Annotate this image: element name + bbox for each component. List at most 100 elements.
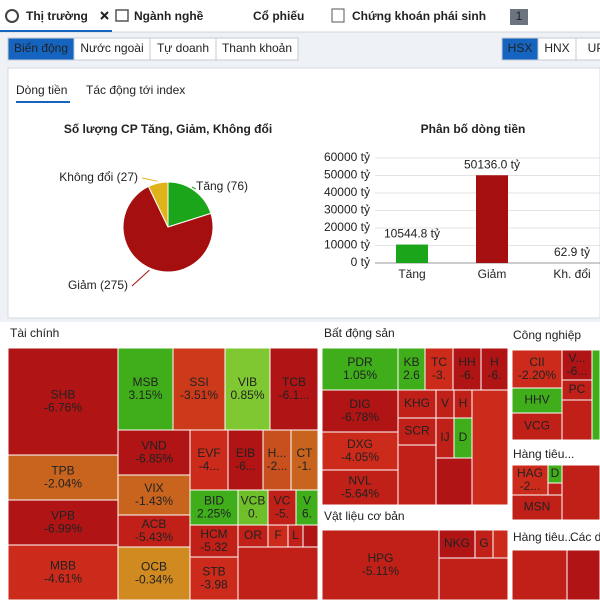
treemap-cell[interactable] [117, 546, 191, 600]
treemap-cell[interactable] [511, 349, 563, 389]
treemap-cell[interactable] [295, 489, 319, 526]
subtab-button[interactable] [215, 37, 299, 61]
exchange-label[interactable]: HSX [508, 41, 533, 55]
cell-change[interactable]: -6.85% [135, 452, 173, 466]
cell-ticker[interactable]: EVF [197, 446, 220, 460]
cell-ticker[interactable]: SCR [404, 424, 430, 438]
treemap-cell[interactable] [453, 417, 473, 459]
treemap-cell[interactable] [7, 454, 119, 501]
cell-ticker[interactable]: DIG [349, 397, 370, 411]
cell-change[interactable]: -3.51% [180, 388, 218, 402]
subtab-label[interactable]: Tự doanh [157, 41, 209, 55]
cell-change[interactable]: -1. [297, 459, 311, 473]
cell-ticker[interactable]: MSB [132, 375, 158, 389]
treemap-cell[interactable] [224, 347, 271, 431]
cell-ticker[interactable]: HPG [367, 551, 393, 565]
treemap-cell[interactable] [511, 412, 563, 441]
cell-ticker[interactable]: HAG [517, 466, 543, 480]
cell-change[interactable]: -0.34% [135, 573, 173, 587]
cell-ticker[interactable]: PDR [347, 355, 373, 369]
cell-change[interactable]: -2.04% [44, 477, 82, 491]
cell-ticker[interactable]: CT [297, 446, 314, 460]
treemap-cell[interactable] [189, 429, 229, 491]
treemap-cell[interactable] [117, 514, 191, 548]
cell-change[interactable]: -5.43% [135, 530, 173, 544]
cell-ticker[interactable]: V... [569, 351, 586, 365]
treemap-cell[interactable] [321, 347, 399, 391]
treemap-cell[interactable] [474, 529, 494, 559]
treemap-cell[interactable] [269, 347, 319, 431]
cell-change[interactable]: -6... [567, 364, 588, 378]
badge[interactable]: 1 [516, 9, 523, 23]
cell-ticker[interactable]: OCB [141, 560, 167, 574]
cell-ticker[interactable]: KHG [404, 396, 430, 410]
cell-change[interactable]: -2.20% [518, 368, 556, 382]
cell-change[interactable]: -2... [267, 459, 288, 473]
cell-ticker[interactable]: HCM [200, 527, 227, 541]
cell-change[interactable]: -3.98 [200, 578, 228, 592]
cell-ticker[interactable]: MSN [524, 500, 551, 514]
cell-ticker[interactable]: VCG [524, 419, 550, 433]
exchange-button[interactable] [575, 37, 600, 61]
panel-tab[interactable]: Tác động tới index [86, 83, 185, 97]
cell-change[interactable]: 2.6 [403, 368, 420, 382]
cell-change[interactable]: -4... [199, 459, 220, 473]
treemap-cell[interactable] [7, 347, 119, 456]
treemap-cell[interactable] [117, 429, 191, 476]
cell-ticker[interactable]: CII [529, 355, 544, 369]
treemap-cell[interactable] [547, 464, 563, 484]
cell-change[interactable]: 1.05% [343, 368, 377, 382]
treemap-cell[interactable] [321, 431, 399, 471]
treemap-cell[interactable] [511, 494, 563, 521]
treemap-cell[interactable] [561, 349, 593, 381]
cell-change[interactable]: 0. [248, 507, 258, 521]
cell-ticker[interactable]: VIB [238, 375, 257, 389]
cell-ticker[interactable]: H [490, 355, 499, 369]
cell-ticker[interactable]: STB [202, 565, 225, 579]
cell-change[interactable]: 6. [302, 507, 312, 521]
cell-change[interactable]: -5.11% [362, 564, 399, 578]
cell-ticker[interactable]: L [292, 528, 299, 542]
cell-ticker[interactable]: V [441, 396, 449, 410]
close-icon[interactable] [100, 11, 109, 20]
treemap-cell[interactable] [511, 464, 549, 496]
exchange-label[interactable]: HNX [544, 41, 569, 55]
cell-ticker[interactable]: VPB [51, 509, 75, 523]
top-tab[interactable]: Chứng khoán phái sinh [352, 9, 486, 23]
cell-ticker[interactable]: ACB [142, 517, 167, 531]
cell-ticker[interactable]: SHB [51, 388, 76, 402]
cell-change[interactable]: -6.76% [44, 401, 82, 415]
cell-change[interactable]: -4.61% [44, 572, 82, 586]
cell-change[interactable]: -6.1... [279, 388, 310, 402]
cell-ticker[interactable]: TCB [282, 375, 306, 389]
cell-ticker[interactable]: V [303, 494, 311, 508]
treemap-cell[interactable] [237, 489, 269, 526]
cell-ticker[interactable]: F [274, 528, 281, 542]
cell-change[interactable]: -6... [235, 459, 256, 473]
exchange-label[interactable]: UP [588, 41, 600, 55]
treemap-cell[interactable] [290, 429, 319, 491]
treemap-cell[interactable] [7, 499, 119, 546]
cell-ticker[interactable]: TC [431, 355, 447, 369]
cell-ticker[interactable]: VCB [241, 494, 266, 508]
cell-ticker[interactable]: D [459, 430, 468, 444]
cell-ticker[interactable]: MBB [50, 559, 76, 573]
cell-ticker[interactable]: VIX [144, 481, 163, 495]
cell-change[interactable]: -4.05% [341, 450, 379, 464]
treemap-cell[interactable] [189, 556, 239, 600]
treemap-cell[interactable] [189, 524, 239, 558]
cell-change[interactable]: -6. [460, 368, 474, 382]
treemap-cell[interactable] [480, 347, 509, 391]
badge-bg[interactable] [510, 9, 528, 25]
panel-tab[interactable]: Dòng tiền [16, 83, 67, 97]
cell-change[interactable]: -2... [520, 479, 541, 493]
treemap-cell[interactable] [287, 524, 304, 548]
cell-ticker[interactable]: IJ [440, 430, 449, 444]
cell-change[interactable]: 2.25% [197, 507, 231, 521]
cell-ticker[interactable]: SSI [189, 375, 208, 389]
treemap-cell[interactable] [397, 417, 437, 446]
top-tab[interactable]: Cổ phiếu [253, 9, 304, 23]
cell-ticker[interactable]: VC [274, 494, 291, 508]
cell-ticker[interactable]: HH [458, 355, 475, 369]
cell-ticker[interactable]: D [551, 466, 560, 480]
